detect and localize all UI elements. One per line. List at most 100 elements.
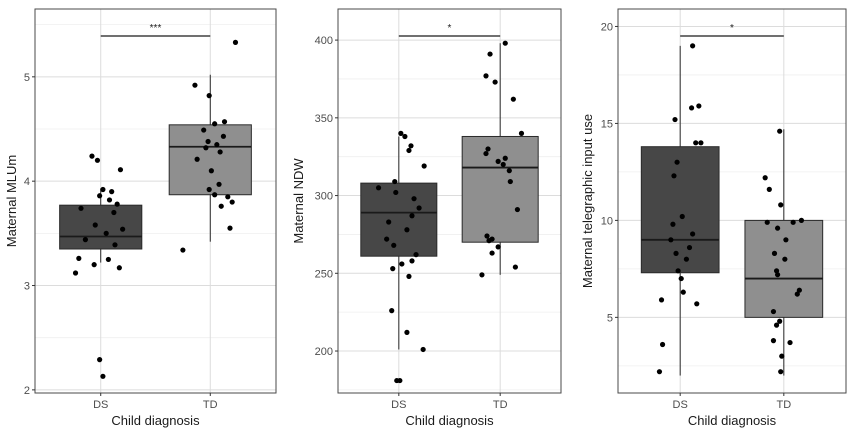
data-point-ds bbox=[698, 140, 704, 146]
data-point-td bbox=[212, 192, 218, 198]
data-point-ds bbox=[659, 341, 666, 348]
data-point-td bbox=[208, 168, 214, 174]
data-point-td bbox=[221, 119, 228, 125]
data-point-td bbox=[783, 237, 789, 243]
data-point-td bbox=[506, 168, 512, 174]
data-point-ds bbox=[406, 147, 412, 154]
data-point-ds bbox=[674, 159, 680, 165]
data-point-td bbox=[771, 250, 778, 256]
x-tick-label: TD bbox=[493, 399, 508, 411]
box-td bbox=[461, 135, 539, 243]
data-point-ds bbox=[673, 250, 679, 256]
x-axis-title: Child diagnosis bbox=[405, 413, 494, 428]
x-tick-label: TD bbox=[203, 399, 218, 411]
data-point-td bbox=[796, 287, 802, 293]
x-axis-title: Child diagnosis bbox=[688, 413, 777, 428]
data-point-ds bbox=[668, 237, 674, 243]
data-point-td bbox=[216, 181, 222, 187]
data-point-ds bbox=[392, 178, 398, 185]
data-point-td bbox=[180, 247, 186, 253]
data-point-td bbox=[779, 353, 785, 359]
data-point-td bbox=[483, 73, 489, 79]
data-point-td bbox=[790, 219, 796, 225]
y-tick-label: 2 bbox=[24, 385, 30, 397]
box-td bbox=[168, 124, 252, 196]
data-point-td bbox=[775, 225, 781, 231]
y-tick-label: 5 bbox=[24, 72, 30, 84]
data-point-td bbox=[773, 322, 780, 328]
data-point-td bbox=[483, 150, 489, 157]
data-point-td bbox=[212, 121, 218, 127]
data-point-ds bbox=[82, 237, 88, 243]
data-point-ds bbox=[404, 329, 410, 335]
data-point-ds bbox=[656, 369, 663, 375]
y-tick-label: 4 bbox=[24, 176, 30, 188]
data-point-ds bbox=[408, 143, 414, 149]
data-point-ds bbox=[416, 205, 422, 211]
y-tick-label: 20 bbox=[601, 21, 613, 33]
data-point-ds bbox=[389, 308, 395, 314]
data-point-ds bbox=[106, 197, 113, 203]
x-tick-label: DS bbox=[391, 399, 406, 411]
data-point-td bbox=[214, 142, 220, 148]
x-axis-title: Child diagnosis bbox=[111, 413, 200, 428]
data-point-ds bbox=[686, 244, 693, 251]
data-point-ds bbox=[690, 231, 696, 237]
data-point-td bbox=[507, 178, 513, 185]
data-point-ds bbox=[420, 346, 426, 353]
data-point-td bbox=[502, 40, 508, 46]
data-point-td bbox=[218, 203, 224, 209]
box-td bbox=[744, 219, 824, 318]
data-point-ds bbox=[97, 357, 103, 363]
y-tick-label: 300 bbox=[315, 191, 333, 203]
data-point-ds bbox=[690, 43, 696, 49]
data-point-ds bbox=[111, 209, 117, 216]
data-point-td bbox=[206, 186, 212, 193]
data-point-ds bbox=[406, 273, 412, 280]
data-point-td bbox=[485, 146, 491, 152]
data-point-td bbox=[492, 79, 498, 85]
data-point-ds bbox=[421, 163, 427, 169]
data-point-ds bbox=[100, 186, 106, 193]
data-point-td bbox=[206, 93, 212, 99]
data-point-td bbox=[770, 308, 777, 315]
y-tick-label: 15 bbox=[601, 118, 613, 130]
data-point-ds bbox=[397, 377, 403, 384]
data-point-ds bbox=[391, 242, 397, 248]
significance-label: * bbox=[730, 23, 734, 34]
data-point-ds bbox=[91, 262, 97, 268]
data-point-td bbox=[484, 233, 490, 239]
data-point-ds bbox=[688, 105, 695, 111]
data-point-td bbox=[495, 158, 501, 164]
data-point-td bbox=[500, 161, 506, 168]
data-point-td bbox=[203, 145, 209, 151]
panel-border bbox=[34, 8, 277, 394]
data-point-td bbox=[778, 369, 784, 375]
data-point-ds bbox=[375, 185, 382, 191]
data-point-ds bbox=[116, 265, 122, 271]
data-point-ds bbox=[671, 173, 677, 179]
data-point-td bbox=[201, 127, 207, 133]
data-point-ds bbox=[72, 270, 79, 276]
data-point-ds bbox=[672, 116, 678, 123]
data-point-td bbox=[782, 256, 788, 262]
data-point-td bbox=[766, 186, 772, 192]
data-point-ds bbox=[680, 289, 686, 295]
data-point-td bbox=[489, 250, 495, 256]
data-point-td bbox=[764, 219, 770, 225]
panel-border bbox=[337, 8, 562, 394]
data-point-ds bbox=[409, 258, 415, 264]
box-ds bbox=[59, 204, 143, 250]
data-point-ds bbox=[103, 230, 109, 236]
box-ds bbox=[640, 146, 720, 274]
data-point-td bbox=[220, 133, 227, 139]
data-point-ds bbox=[683, 256, 690, 262]
data-point-ds bbox=[693, 140, 699, 146]
data-point-td bbox=[227, 225, 233, 231]
box-ds bbox=[360, 182, 438, 257]
data-point-ds bbox=[384, 236, 390, 242]
data-point-ds bbox=[393, 189, 399, 196]
data-point-ds bbox=[658, 297, 665, 303]
